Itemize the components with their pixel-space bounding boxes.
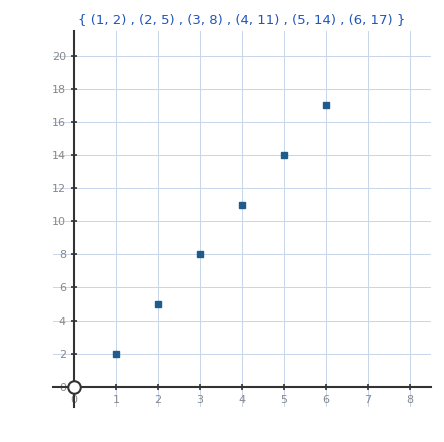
Title: { (1, 2) , (2, 5) , (3, 8) , (4, 11) , (5, 14) , (6, 17) }: { (1, 2) , (2, 5) , (3, 8) , (4, 11) , (… <box>78 13 406 26</box>
